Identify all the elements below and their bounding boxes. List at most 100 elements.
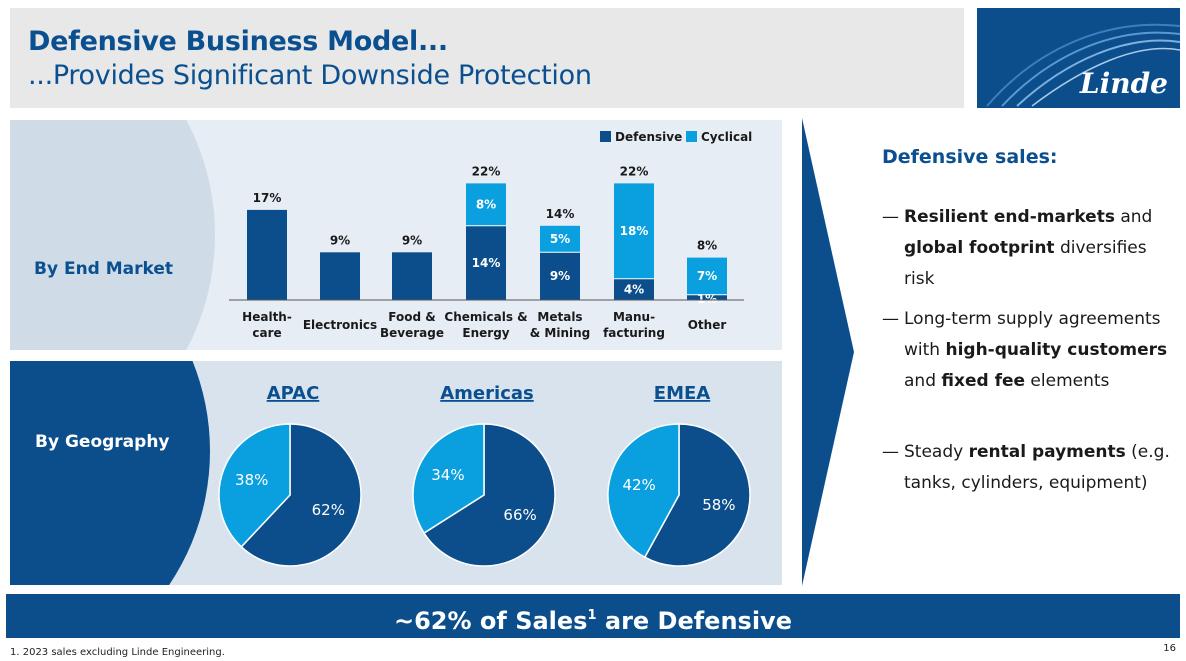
bullet-plain: Long-term supply agreements with: [904, 309, 1161, 360]
bar-cyclical: [540, 225, 580, 253]
geography-chart: APAC 62% 38% Americas 66% 34% EMEA 58% 42%: [10, 361, 751, 585]
geography-panel: APAC 62% 38% Americas 66% 34% EMEA 58% 42% By Ge…: [10, 361, 782, 585]
bar-total-label: 22%: [472, 164, 501, 178]
bullet-text: Steady rental payments (e.g. tanks, cyli…: [882, 437, 1182, 499]
bar-total-label: 9%: [330, 233, 350, 247]
bar-cyclical-label: 5%: [550, 232, 570, 246]
bar-total-label: 17%: [253, 191, 282, 205]
bullet-bold: high-quality customers: [945, 340, 1168, 360]
chevron-right-icon: [802, 118, 854, 586]
logo-wordmark: Linde: [1079, 67, 1168, 100]
legend-defensive-label: Defensive: [615, 130, 682, 144]
bullet-item: — Steady rental payments (e.g. tanks, cy…: [882, 437, 1182, 499]
category-tick-label: Electronics: [303, 318, 377, 332]
region-title: EMEA: [654, 383, 711, 404]
bar-cyclical-label: 7%: [697, 269, 717, 283]
bullet-plain: and: [904, 371, 942, 391]
pie-slice-defensive: [423, 423, 556, 567]
logo-swoosh-icon: [986, 23, 1180, 107]
bullet-text: Long-term supply agreements with high-qu…: [882, 304, 1182, 397]
bar-defensive: [247, 209, 287, 300]
category-tick-label: Chemicals &: [444, 310, 527, 324]
pie-cyclical-label: 38%: [235, 471, 268, 489]
pie-slice-cyclical: [607, 423, 680, 559]
category-tick-label: Beverage: [380, 326, 444, 340]
pie-defensive-label: 62%: [312, 501, 345, 519]
geography-circle: [10, 361, 210, 585]
bar-defensive-label: 1%: [697, 292, 717, 306]
bullet-dash: —: [882, 309, 899, 329]
bar-defensive: [392, 252, 432, 300]
end-market-circle: [10, 120, 215, 350]
bar-cyclical: [614, 183, 654, 279]
bullet-text: Resilient end-markets and global footpri…: [882, 202, 1182, 295]
pie-slice-cyclical: [412, 423, 485, 535]
category-tick-label: Food &: [388, 310, 435, 324]
legend-defensive-swatch: [600, 131, 611, 142]
bar-defensive: [614, 278, 654, 300]
category-tick-label: Metals: [537, 310, 582, 324]
bullet-plain: elements: [1025, 371, 1110, 391]
pie-cyclical-label: 42%: [622, 476, 655, 494]
bullet-item: — Long-term supply agreements with high-…: [882, 304, 1182, 397]
title-band: Defensive Business Model... ...Provides …: [10, 8, 964, 108]
bar-defensive: [466, 225, 506, 300]
bullet-plain: diversifies risk: [904, 238, 1147, 289]
category-tick-label: Manu-: [613, 310, 655, 324]
legend-cyclical-swatch: [686, 131, 697, 142]
legend-cyclical-label: Cyclical: [701, 130, 752, 144]
bar-cyclical-label: 8%: [476, 198, 496, 212]
bar-defensive: [687, 294, 727, 300]
end-market-panel: 17% Health-care 9% Electronics 9% Food & Bever…: [10, 120, 782, 350]
bar-cyclical: [687, 257, 727, 295]
bullet-bold: rental payments: [968, 442, 1126, 462]
bar-cyclical-label: 18%: [620, 224, 649, 238]
bar-total-label: 9%: [402, 233, 422, 247]
region-title: Americas: [440, 383, 533, 404]
page-title: Defensive Business Model...: [28, 26, 448, 57]
category-tick-label: Health-: [242, 310, 292, 324]
bar-defensive-label: 9%: [550, 269, 570, 283]
geography-label: By Geography: [35, 432, 170, 452]
page-subtitle: ...Provides Significant Downside Protect…: [28, 60, 592, 91]
category-tick-label: facturing: [603, 326, 665, 340]
defensive-sales-panel: Defensive sales: — Resilient end-markets…: [882, 146, 1182, 493]
defensive-sales-heading: Defensive sales:: [882, 146, 1058, 168]
bullet-bold: Resilient end-markets: [904, 207, 1115, 227]
pie-cyclical-label: 34%: [431, 466, 464, 484]
bar-defensive: [540, 252, 580, 300]
footnote: 1. 2023 sales excluding Linde Engineerin…: [10, 647, 225, 658]
pie-defensive-label: 58%: [702, 496, 735, 514]
bullet-bold: fixed fee: [941, 371, 1026, 391]
bar-defensive-label: 4%: [624, 282, 644, 296]
summary-footnote-ref: 1: [587, 608, 597, 623]
bullet-plain: and: [1114, 207, 1153, 227]
bar-total-label: 22%: [620, 164, 649, 178]
bullet-dash: —: [882, 207, 899, 227]
bullet-plain: (e.g. tanks, cylinders, equipment): [904, 442, 1170, 493]
defensive-summary-bar: ~62% of Sales1 are Defensive: [6, 594, 1180, 638]
bullet-item: — Resilient end-markets and global footp…: [882, 202, 1182, 295]
linde-logo: Linde: [977, 8, 1180, 108]
category-tick-label: & Mining: [530, 326, 591, 340]
category-tick-label: Energy: [462, 326, 509, 340]
bar-total-label: 14%: [546, 207, 575, 221]
end-market-label: By End Market: [34, 259, 174, 279]
bullet-dash: —: [882, 442, 899, 462]
summary-suffix: are Defensive: [596, 607, 792, 635]
category-tick-label: Other: [688, 318, 727, 332]
pie-slice-cyclical: [218, 423, 291, 548]
bullet-bold: global footprint: [904, 238, 1055, 258]
category-tick-label: care: [252, 326, 281, 340]
region-title: APAC: [267, 383, 320, 404]
page-number: 16: [1163, 643, 1176, 654]
summary-prefix: ~62% of Sales: [394, 607, 588, 635]
pie-defensive-label: 66%: [503, 506, 536, 524]
bar-defensive: [320, 252, 360, 300]
pie-slice-defensive: [240, 423, 362, 567]
pie-slice-defensive: [643, 423, 751, 567]
end-market-chart: 17% Health-care 9% Electronics 9% Food & Bever…: [10, 120, 752, 350]
bar-total-label: 8%: [697, 239, 717, 253]
bullet-plain: Steady: [904, 442, 969, 462]
bar-defensive-label: 14%: [472, 256, 501, 270]
